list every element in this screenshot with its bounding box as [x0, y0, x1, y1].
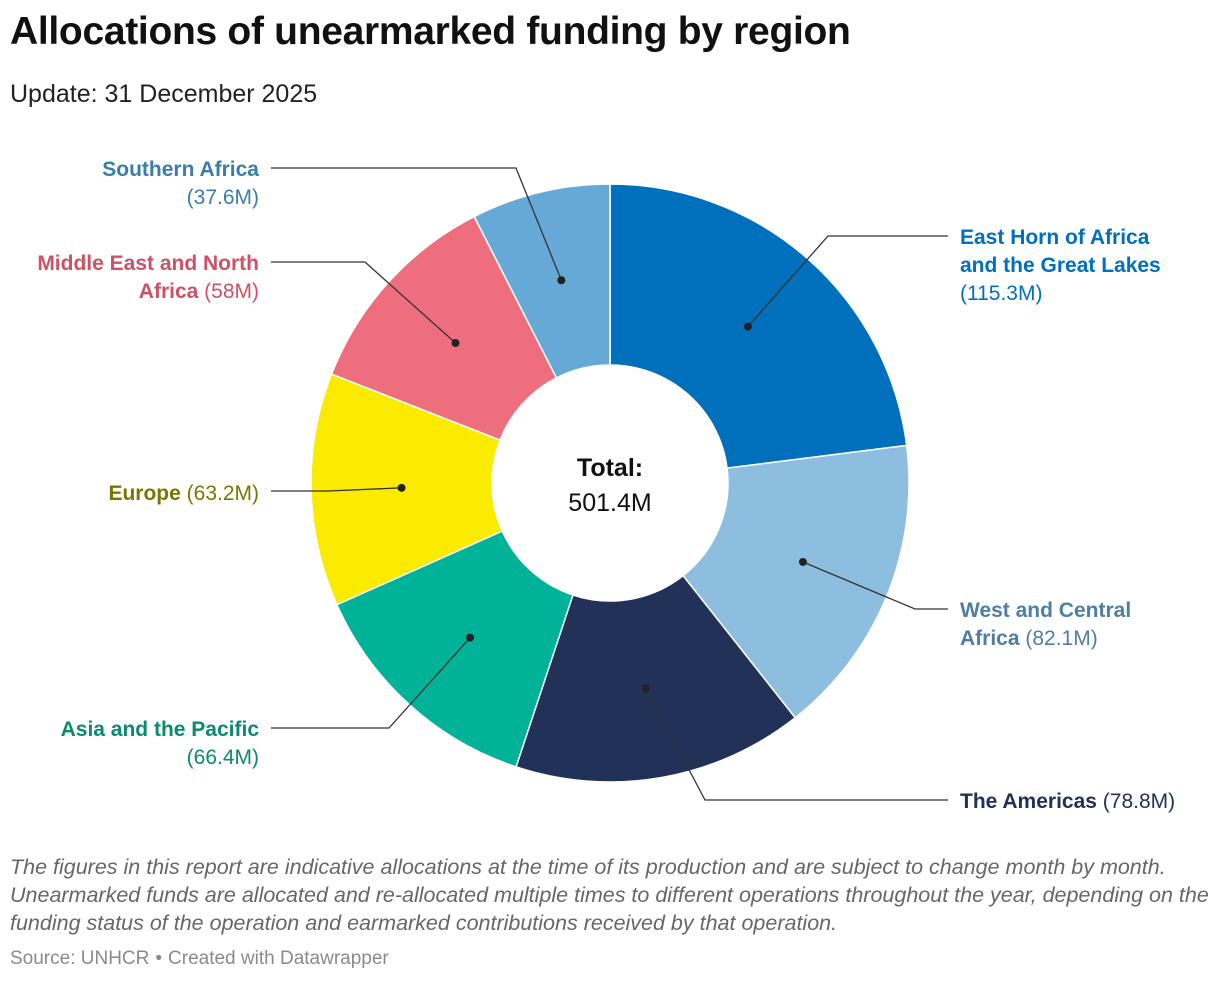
- label-west-and-central-africa: West and Central Africa (82.1M): [960, 599, 1131, 650]
- slice-west-and-central-africa[interactable]: [682, 444, 910, 719]
- label-name-west-and-central-africa: Africa: [960, 627, 1020, 650]
- donut-slices: [310, 183, 910, 783]
- label-name-middle-east-and-north-africa: Africa: [139, 280, 199, 303]
- label-value-the-americas: (78.8M): [1097, 790, 1175, 813]
- label-value-asia-and-the-pacific: (66.4M): [187, 746, 259, 769]
- label-name-west-and-central-africa: West and Central: [960, 599, 1131, 622]
- leader-line-the-americas: [645, 688, 948, 801]
- leader-dot-the-americas: [642, 684, 651, 693]
- label-europe: Europe (63.2M): [108, 482, 259, 505]
- label-name-europe: Europe: [108, 482, 180, 505]
- source-credit: Created with Datawrapper: [168, 948, 389, 969]
- slice-the-americas[interactable]: [515, 574, 797, 783]
- label-name-east-horn-of-africa-and-the-great-lakes: and the Great Lakes: [960, 254, 1161, 277]
- leader-line-asia-and-the-pacific: [271, 637, 471, 729]
- slice-europe[interactable]: [310, 373, 504, 606]
- label-name-east-horn-of-africa-and-the-great-lakes: East Horn of Africa: [960, 226, 1150, 249]
- chart-source: Source: UNHCR • Created with Datawrapper: [10, 948, 389, 970]
- label-value-middle-east-and-north-africa: (58M): [198, 280, 259, 303]
- center-total-value: 501.4M: [568, 489, 651, 517]
- label-name-middle-east-and-north-africa: Middle East and North: [37, 252, 259, 275]
- leader-line-europe: [271, 487, 402, 492]
- label-name-southern-africa: Southern Africa: [102, 158, 259, 181]
- slice-labels: East Horn of Africa and the Great Lakes (1…: [37, 158, 1175, 813]
- slice-southern-africa[interactable]: [473, 183, 611, 379]
- source-separator: •: [155, 948, 163, 969]
- leader-line-east-horn-of-africa-and-the-great-lakes: [747, 235, 948, 328]
- leader-line-west-and-central-africa: [802, 561, 948, 610]
- leader-line-middle-east-and-north-africa: [271, 261, 456, 344]
- leader-dot-west-and-central-africa: [798, 557, 807, 566]
- label-middle-east-and-north-africa: Middle East and North Africa (58M): [37, 252, 259, 303]
- leader-lines: [271, 167, 948, 801]
- label-value-southern-africa: (37.6M): [187, 186, 259, 209]
- slice-east-horn-of-africa-and-the-great-lakes[interactable]: [609, 183, 908, 470]
- source-prefix: Source:: [10, 948, 81, 969]
- leader-dot-asia-and-the-pacific: [466, 633, 475, 642]
- label-value-west-and-central-africa: (82.1M): [1020, 627, 1098, 650]
- chart-subtitle: Update: 31 December 2025: [10, 80, 318, 108]
- leader-dot-middle-east-and-north-africa: [451, 338, 460, 347]
- slice-asia-and-the-pacific[interactable]: [335, 530, 574, 768]
- label-value-east-horn-of-africa-and-the-great-lakes: (115.3M): [960, 282, 1042, 305]
- donut-chart: East Horn of Africa and the Great Lakes (1…: [37, 158, 1175, 813]
- leader-dot-southern-africa: [557, 276, 566, 285]
- label-asia-and-the-pacific: Asia and the Pacific (66.4M): [61, 718, 260, 769]
- leader-dot-europe: [397, 483, 406, 492]
- chart-title: Allocations of unearmarked funding by re…: [10, 10, 851, 53]
- label-southern-africa: Southern Africa (37.6M): [102, 158, 259, 209]
- slice-middle-east-and-north-africa[interactable]: [330, 215, 558, 441]
- source-name: UNHCR: [80, 948, 150, 969]
- center-total-heading: Total:: [577, 454, 643, 482]
- label-the-americas: The Americas (78.8M): [960, 790, 1175, 813]
- label-value-europe: (63.2M): [181, 482, 259, 505]
- leader-dot-east-horn-of-africa-and-the-great-lakes: [743, 322, 752, 331]
- label-name-the-americas: The Americas: [960, 790, 1097, 813]
- label-name-asia-and-the-pacific: Asia and the Pacific: [61, 718, 260, 741]
- chart-notes: The figures in this report are indicativ…: [10, 855, 1209, 935]
- label-east-horn-of-africa-and-the-great-lakes: East Horn of Africa and the Great Lakes (1…: [960, 226, 1161, 305]
- leader-line-southern-africa: [271, 167, 562, 281]
